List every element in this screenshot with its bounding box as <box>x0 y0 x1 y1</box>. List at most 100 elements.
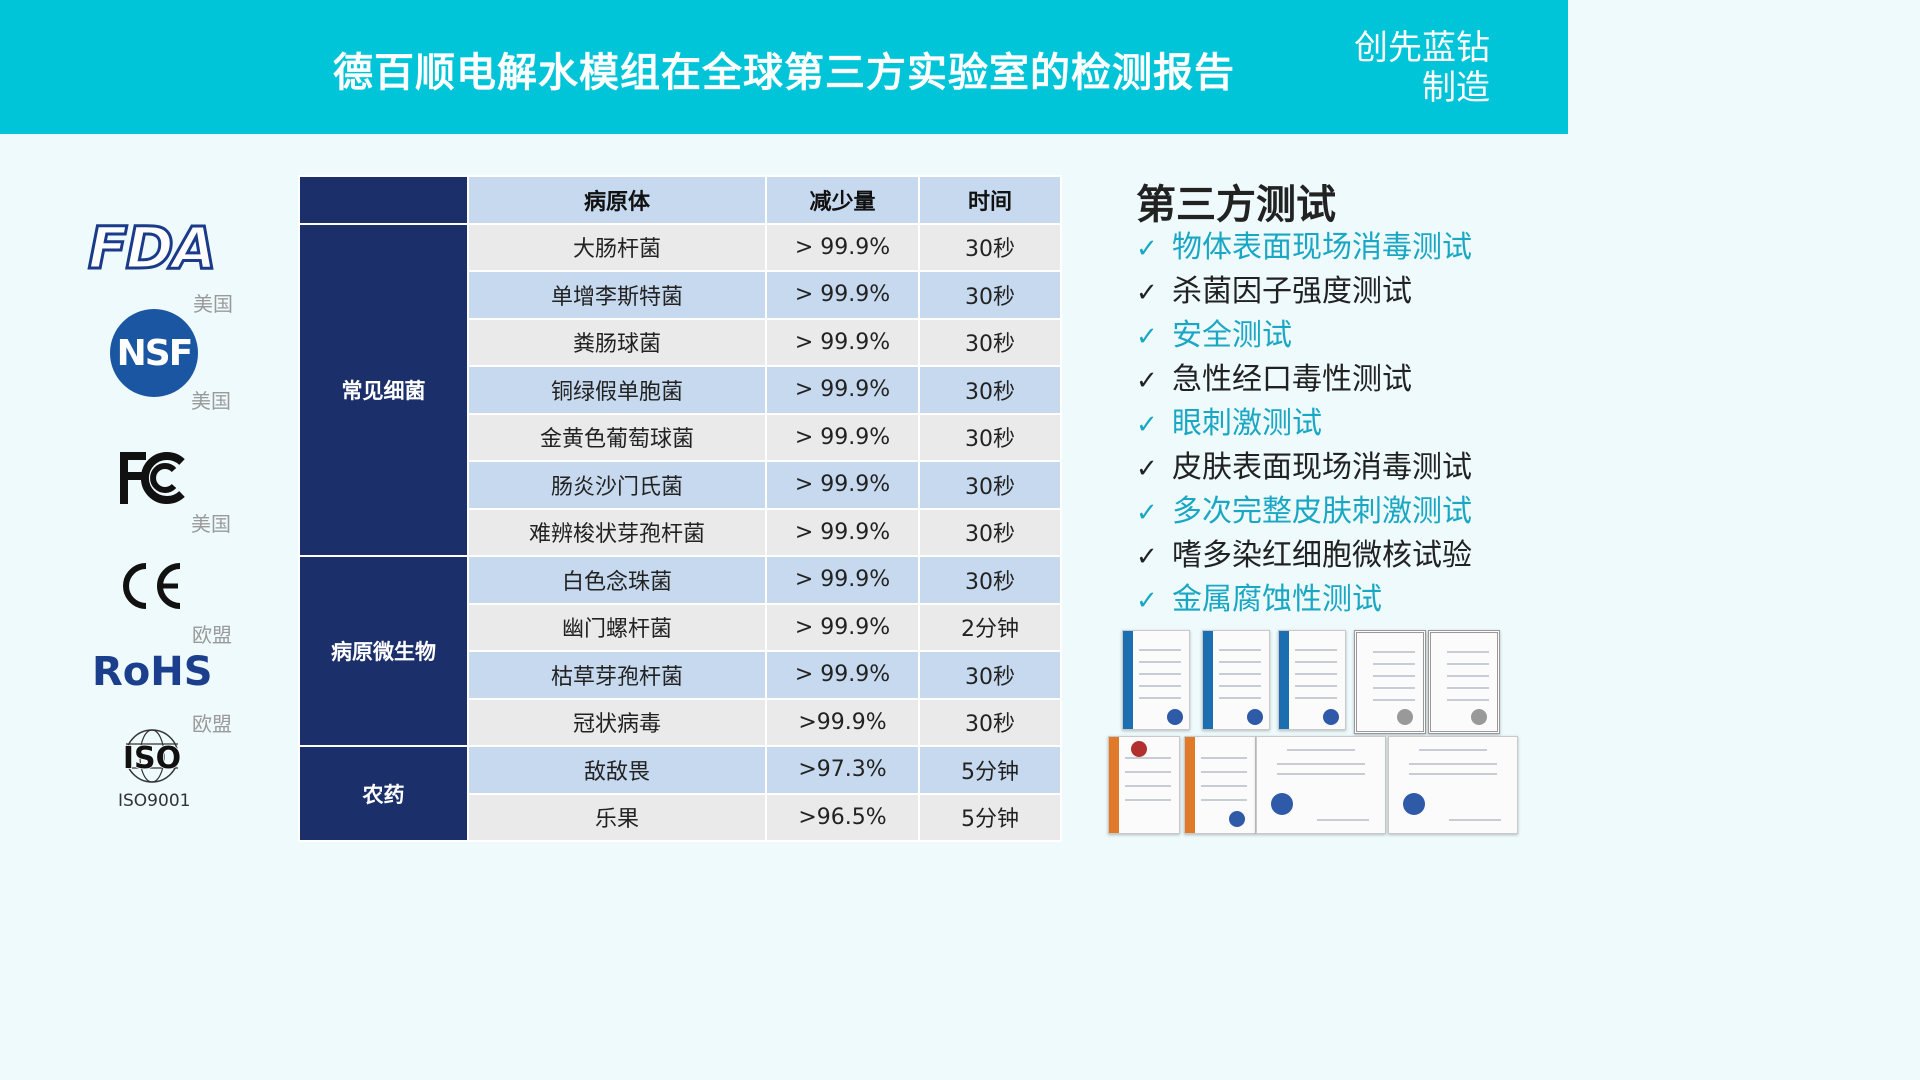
time-cell: 5分钟 <box>918 792 1062 842</box>
ce-logo <box>123 563 181 609</box>
reduction-cell: > 99.9% <box>765 365 920 415</box>
time-cell: 30秒 <box>918 507 1062 557</box>
pathogen-cell: 粪肠球菌 <box>467 317 767 367</box>
pathogen-cell: 金黄色葡萄球菌 <box>467 412 767 462</box>
test-item-label: 物体表面现场消毒测试 <box>1172 230 1472 265</box>
certificate-thumbnail <box>1278 630 1346 730</box>
table-row: 农药 敌敌畏 >97.3% 5分钟 <box>298 745 1062 842</box>
nsf-logo: NSF <box>110 309 198 397</box>
certificate-thumbnail <box>1256 736 1386 834</box>
fcc-logo <box>120 452 185 504</box>
fcc-region: 美国 <box>191 512 231 536</box>
tests-title: 第三方测试 <box>1136 182 1336 228</box>
page-title: 德百顺电解水模组在全球第三方实验室的检测报告 <box>333 50 1235 96</box>
time-cell: 30秒 <box>918 317 1062 367</box>
table-row: 冠状病毒 >99.9% 30秒 <box>299 697 1062 747</box>
certificate-thumbnail <box>1122 630 1190 730</box>
test-item: ✓ 多次完整皮肤刺激测试 <box>1136 490 1472 534</box>
pathogen-cell: 肠炎沙门氏菌 <box>467 460 767 510</box>
check-icon: ✓ <box>1136 498 1158 528</box>
test-item-label: 嗜多染红细胞微核试验 <box>1172 538 1472 573</box>
reduction-cell: > 99.9% <box>765 650 920 700</box>
reduction-cell: > 99.9% <box>765 507 920 557</box>
rohs-region: 欧盟 <box>192 712 232 736</box>
pathogen-results-table: 病原体 减少量 时间 常见细菌 大肠杆菌 > 99.9% 30秒 单增李斯特菌 … <box>298 175 1062 842</box>
time-cell: 30秒 <box>918 222 1062 272</box>
pathogen-cell: 铜绿假单胞菌 <box>467 365 767 415</box>
ce-region: 欧盟 <box>192 623 232 647</box>
iso-logo-text: ISO <box>123 741 181 776</box>
table-row: 金黄色葡萄球菌 > 99.9% 30秒 <box>299 412 1062 462</box>
header-pathogen: 病原体 <box>467 175 767 225</box>
time-cell: 30秒 <box>918 270 1062 320</box>
certificate-thumbnail <box>1354 630 1426 734</box>
test-item: ✓ 皮肤表面现场消毒测试 <box>1136 446 1472 490</box>
time-cell: 30秒 <box>918 412 1062 462</box>
reduction-cell: > 99.9% <box>765 460 920 510</box>
check-icon: ✓ <box>1136 234 1158 264</box>
test-item-label: 多次完整皮肤刺激测试 <box>1172 494 1472 529</box>
certificate-thumbnail <box>1388 736 1518 834</box>
pathogen-cell: 白色念珠菌 <box>467 555 767 605</box>
table-row: 乐果 >96.5% 5分钟 <box>299 792 1062 842</box>
brand-line-2: 制造 <box>1422 68 1490 108</box>
rohs-logo: RoHS <box>92 649 213 695</box>
fda-region: 美国 <box>193 292 233 316</box>
test-item: ✓ 杀菌因子强度测试 <box>1136 270 1472 314</box>
table-row: 单增李斯特菌 > 99.9% 30秒 <box>299 270 1062 320</box>
category-cell: 农药 <box>298 745 469 842</box>
time-cell: 30秒 <box>918 365 1062 415</box>
test-item: ✓ 金属腐蚀性测试 <box>1136 578 1472 622</box>
iso-logo: ISO <box>122 729 182 783</box>
check-icon: ✓ <box>1136 586 1158 616</box>
pathogen-cell: 敌敌畏 <box>467 745 767 795</box>
table-row: 铜绿假单胞菌 > 99.9% 30秒 <box>299 365 1062 415</box>
header-reduction: 减少量 <box>765 175 920 225</box>
check-icon: ✓ <box>1136 542 1158 572</box>
reduction-cell: > 99.9% <box>765 555 920 605</box>
test-item-label: 急性经口毒性测试 <box>1172 362 1412 397</box>
time-cell: 30秒 <box>918 697 1062 747</box>
table-row: 病原微生物 白色念珠菌 > 99.9% 30秒 <box>298 555 1062 747</box>
table-row: 粪肠球菌 > 99.9% 30秒 <box>299 317 1062 367</box>
certificate-thumbnail <box>1428 630 1500 734</box>
certificate-thumbnail <box>1184 736 1256 834</box>
test-item: ✓ 急性经口毒性测试 <box>1136 358 1472 402</box>
pathogen-cell: 大肠杆菌 <box>467 222 767 272</box>
reduction-cell: > 99.9% <box>765 317 920 367</box>
reduction-cell: >96.5% <box>765 792 920 842</box>
certificate-thumbnail <box>1108 736 1180 834</box>
time-cell: 30秒 <box>918 650 1062 700</box>
table-row: 常见细菌 大肠杆菌 > 99.9% 30秒 <box>298 222 1062 557</box>
check-icon: ✓ <box>1136 410 1158 440</box>
table-row: 肠炎沙门氏菌 > 99.9% 30秒 <box>299 460 1062 510</box>
time-cell: 2分钟 <box>918 602 1062 652</box>
table-header-corner <box>298 175 469 225</box>
table-header-row: 病原体 减少量 时间 <box>298 175 1062 225</box>
pathogen-cell: 难辨梭状芽孢杆菌 <box>467 507 767 557</box>
header-time: 时间 <box>918 175 1062 225</box>
nsf-region: 美国 <box>191 389 231 413</box>
test-item: ✓ 嗜多染红细胞微核试验 <box>1136 534 1472 578</box>
check-icon: ✓ <box>1136 322 1158 352</box>
reduction-cell: > 99.9% <box>765 222 920 272</box>
pathogen-cell: 冠状病毒 <box>467 697 767 747</box>
check-icon: ✓ <box>1136 366 1158 396</box>
category-cell: 常见细菌 <box>298 222 469 557</box>
test-item-label: 杀菌因子强度测试 <box>1172 274 1412 309</box>
category-cell: 病原微生物 <box>298 555 469 747</box>
test-item-label: 眼刺激测试 <box>1172 406 1322 441</box>
pathogen-cell: 乐果 <box>467 792 767 842</box>
check-icon: ✓ <box>1136 454 1158 484</box>
brand-line-1: 创先蓝钻 <box>1354 28 1490 68</box>
time-cell: 30秒 <box>918 555 1062 605</box>
reduction-cell: >99.9% <box>765 697 920 747</box>
reduction-cell: > 99.9% <box>765 602 920 652</box>
table-row: 幽门螺杆菌 > 99.9% 2分钟 <box>299 602 1062 652</box>
fda-logo: FDA <box>87 213 219 284</box>
reduction-cell: > 99.9% <box>765 412 920 462</box>
pathogen-cell: 单增李斯特菌 <box>467 270 767 320</box>
iso-label: ISO9001 <box>118 791 191 811</box>
test-item-label: 金属腐蚀性测试 <box>1172 582 1382 617</box>
test-item: ✓ 安全测试 <box>1136 314 1472 358</box>
